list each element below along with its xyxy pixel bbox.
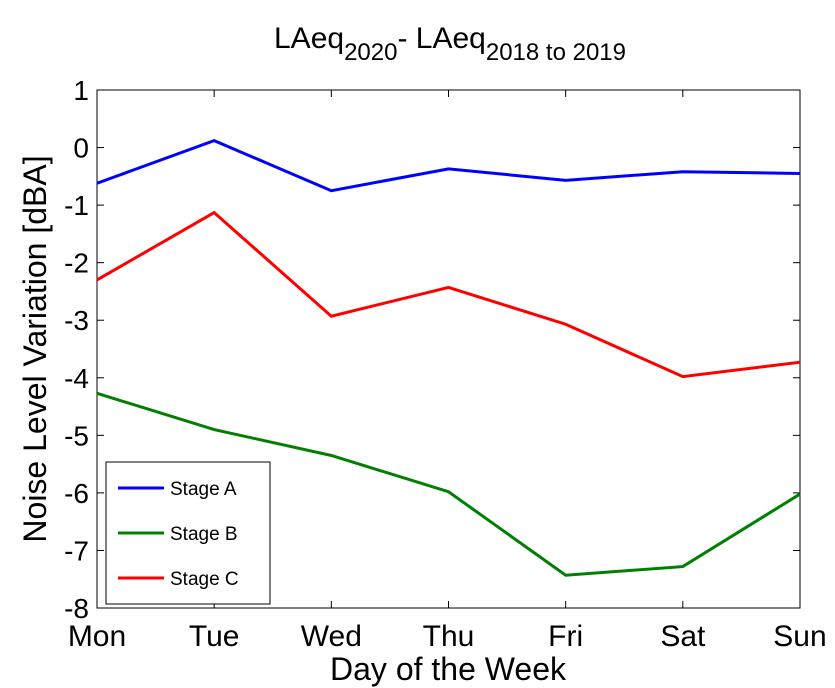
x-tick-label: Fri (548, 620, 583, 653)
y-tick-label: -5 (64, 420, 89, 451)
x-axis-label: Day of the Week (330, 651, 567, 687)
legend-label: Stage A (170, 479, 237, 500)
y-axis-label: Noise Level Variation [dBA] (17, 155, 53, 542)
y-tick-label: 0 (73, 133, 89, 164)
legend-label: Stage C (170, 569, 239, 590)
x-tick-label: Sun (773, 620, 826, 653)
y-tick-label: -6 (64, 478, 89, 509)
y-tick-label: 1 (73, 75, 89, 106)
y-tick-label: -7 (64, 535, 89, 566)
x-tick-label: Sat (660, 620, 706, 653)
y-tick-label: -3 (64, 305, 89, 336)
y-tick-label: -1 (64, 190, 89, 221)
chart-title: LAeq2020- LAeq2018 to 2019 (274, 22, 626, 66)
x-tick-label: Tue (189, 620, 240, 653)
x-tick-label: Thu (423, 620, 475, 653)
series-line (96, 139, 801, 193)
y-tick-label: -4 (64, 363, 89, 394)
series-line (96, 210, 801, 379)
y-tick-label: -2 (64, 248, 89, 279)
x-tick-label: Wed (301, 620, 362, 653)
series-line (96, 391, 801, 577)
y-tick-label: -8 (64, 593, 89, 624)
x-tick-label: Mon (68, 620, 126, 653)
legend-label: Stage B (170, 524, 238, 545)
